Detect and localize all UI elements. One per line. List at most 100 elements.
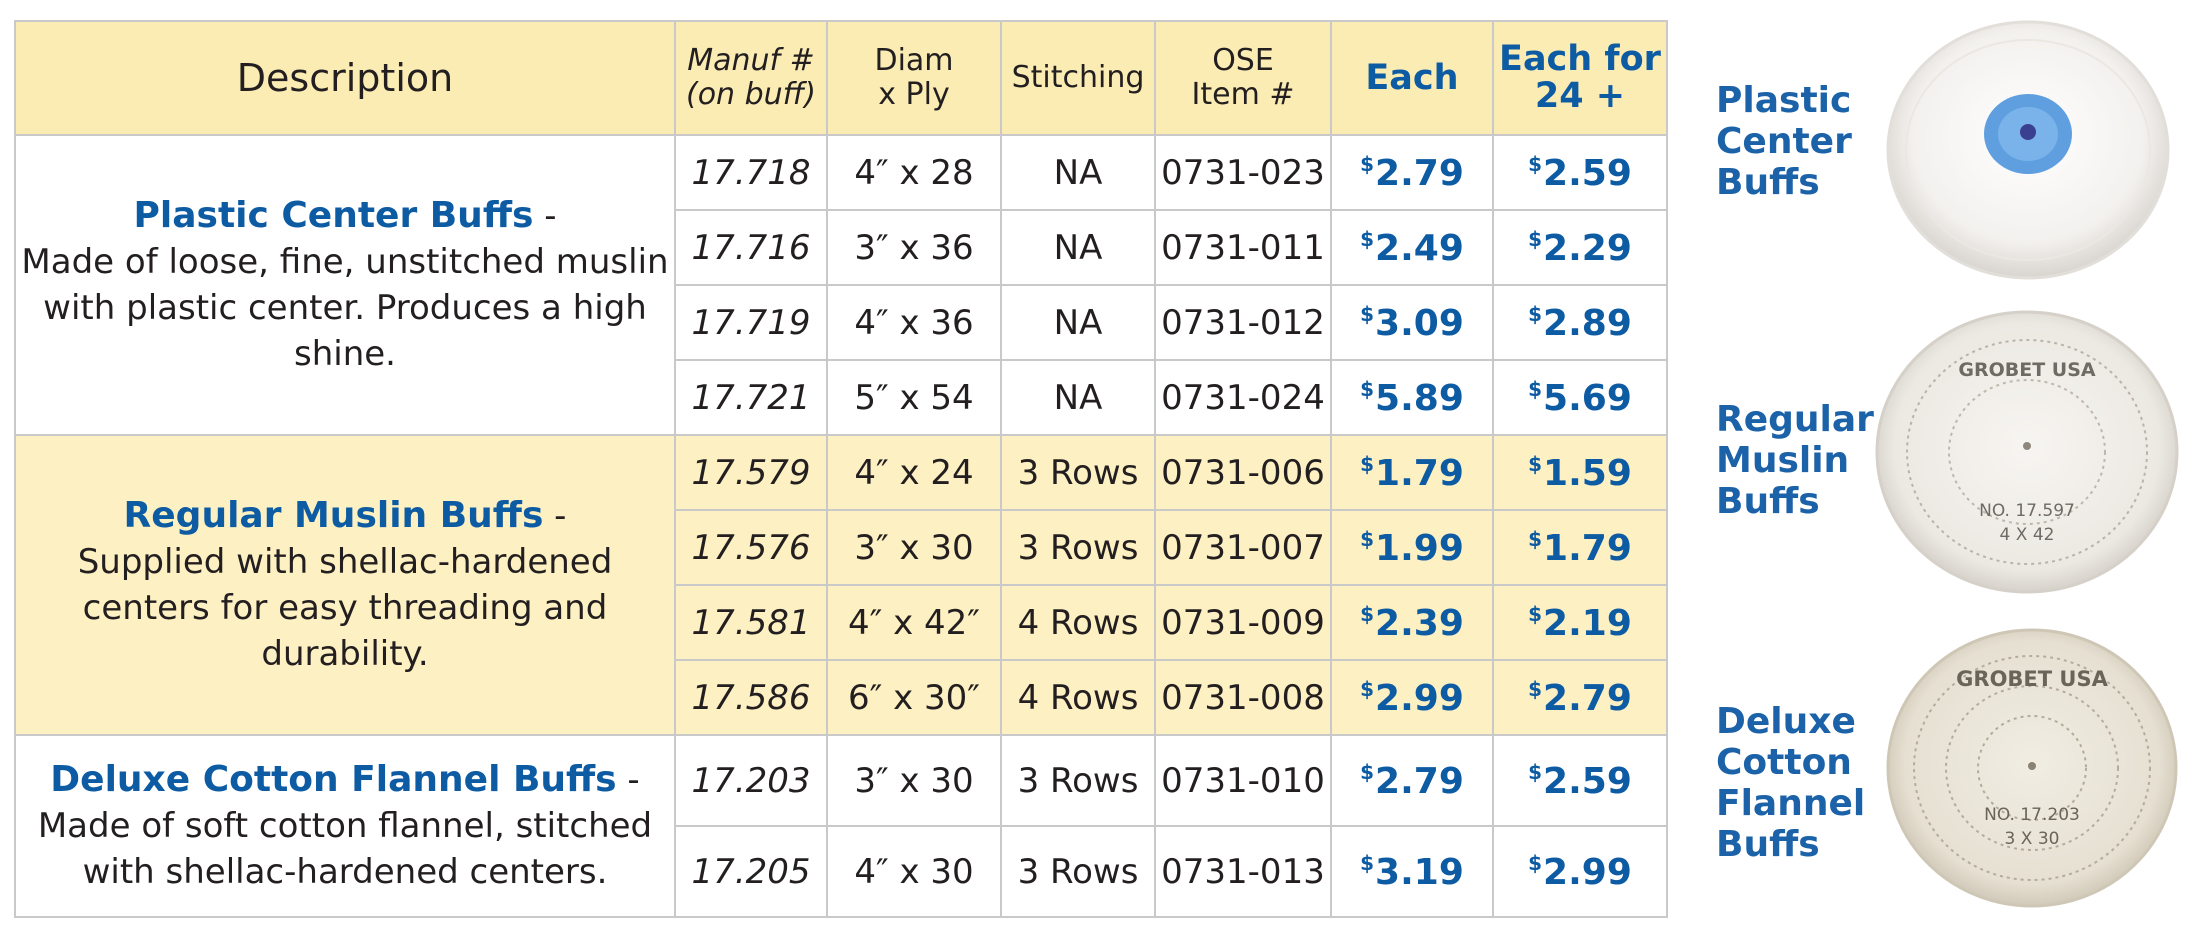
header-description: Description xyxy=(14,20,676,136)
currency-symbol: $ xyxy=(1528,151,1543,176)
price-value: 1.79 xyxy=(1543,527,1632,569)
price-value: 2.39 xyxy=(1375,602,1464,644)
price-each: $1.99 xyxy=(1330,509,1494,586)
stitching: 3 Rows xyxy=(1000,434,1156,511)
table-row: 17.716 3″ x 36 NA 0731-011 $2.49 $2.29 xyxy=(15,209,1668,286)
currency-symbol: $ xyxy=(1528,526,1543,551)
table-body: Plastic Center Buffs - Made of loose, fin… xyxy=(14,134,1668,918)
stitching: 3 Rows xyxy=(1000,825,1156,918)
ose-item-number: 0731-009 xyxy=(1154,584,1332,661)
price-each: $3.09 xyxy=(1330,284,1494,361)
header-diam-line2: x Ply xyxy=(878,77,950,112)
ose-item-number: 0731-012 xyxy=(1154,284,1332,361)
thumb-text: GROBET USA xyxy=(1958,359,2096,381)
product-dash: - xyxy=(533,196,557,236)
table-row: 17.205 4″ x 30 3 Rows 0731-013 $3.19 $2.99 xyxy=(15,825,1668,918)
price-each: $2.99 xyxy=(1330,659,1494,736)
deluxe-cotton-flannel-buff-image: GROBET USA NO. 17.203 3 X 30 xyxy=(1886,628,2178,908)
side-label-line: Buffs xyxy=(1716,824,1820,865)
table-row: 17.581 4″ x 42″ 4 Rows 0731-009 $2.39 $2.19 xyxy=(15,584,1668,661)
side-label-line: Center xyxy=(1716,121,1852,162)
price-value: 2.59 xyxy=(1543,760,1632,802)
header-manuf-line1: Manuf # xyxy=(687,43,815,78)
diameter-ply: 5″ x 54 xyxy=(826,359,1002,436)
price-each-24: $1.79 xyxy=(1492,509,1668,586)
stitching: 3 Rows xyxy=(1000,734,1156,827)
currency-symbol: $ xyxy=(1528,850,1543,875)
thumb-text: GROBET USA xyxy=(1956,667,2108,691)
header-ose-line2: Item # xyxy=(1191,77,1295,112)
diameter-ply: 4″ x 30 xyxy=(826,825,1002,918)
manuf-number: 17.576 xyxy=(674,509,828,586)
manuf-number: 17.586 xyxy=(674,659,828,736)
price-each-24: $2.89 xyxy=(1492,284,1668,361)
diameter-ply: 4″ x 36 xyxy=(826,284,1002,361)
plastic-center-buff-image xyxy=(1886,20,2170,280)
price-value: 1.59 xyxy=(1543,452,1632,494)
manuf-number: 17.203 xyxy=(674,734,828,827)
table-row: 17.576 3″ x 30 3 Rows 0731-007 $1.99 $1.79 xyxy=(15,509,1668,586)
thumb-text: NO. 17.203 xyxy=(1984,805,2080,825)
side-label-regular: Regular Muslin Buffs xyxy=(1716,399,1874,522)
header-manuf-line2: (on buff) xyxy=(685,77,817,112)
product-description: Plastic Center Buffs - Made of loose, fin… xyxy=(14,134,676,436)
currency-symbol: $ xyxy=(1528,451,1543,476)
regular-muslin-buff-image: GROBET USA NO. 17.597 4 X 42 xyxy=(1875,310,2179,594)
side-label-line: Buffs xyxy=(1716,481,1820,522)
header-each-24: Each for 24 + xyxy=(1492,20,1668,136)
header-row: Description Manuf # (on buff) Diam x Ply… xyxy=(14,20,1668,136)
currency-symbol: $ xyxy=(1360,850,1375,875)
price-value: 5.69 xyxy=(1543,377,1632,419)
price-value: 3.09 xyxy=(1375,302,1464,344)
currency-symbol: $ xyxy=(1528,301,1543,326)
side-label-line: Buffs xyxy=(1716,162,1820,203)
stitching: NA xyxy=(1000,284,1156,361)
stitching: NA xyxy=(1000,209,1156,286)
price-value: 2.59 xyxy=(1543,152,1632,194)
price-each-24: $5.69 xyxy=(1492,359,1668,436)
side-label-line: Flannel xyxy=(1716,783,1866,824)
manuf-number: 17.205 xyxy=(674,825,828,918)
header-stitching: Stitching xyxy=(1000,20,1156,136)
manuf-number: 17.581 xyxy=(674,584,828,661)
diameter-ply: 3″ x 30 xyxy=(826,734,1002,827)
price-table: Description Manuf # (on buff) Diam x Ply… xyxy=(14,20,1668,918)
ose-item-number: 0731-007 xyxy=(1154,509,1332,586)
manuf-number: 17.716 xyxy=(674,209,828,286)
price-value: 2.89 xyxy=(1543,302,1632,344)
price-each: $2.79 xyxy=(1330,134,1494,211)
product-desc-text: Supplied with shellac-hardened centers f… xyxy=(77,542,613,674)
stitching: 4 Rows xyxy=(1000,584,1156,661)
manuf-number: 17.719 xyxy=(674,284,828,361)
side-label-line: Plastic xyxy=(1716,80,1852,121)
price-value: 2.49 xyxy=(1375,227,1464,269)
header-each24-line1: Each for xyxy=(1499,39,1661,79)
price-value: 2.99 xyxy=(1375,677,1464,719)
thumb-text: NO. 17.597 xyxy=(1979,501,2075,521)
price-each-24: $2.29 xyxy=(1492,209,1668,286)
diameter-ply: 3″ x 36 xyxy=(826,209,1002,286)
table-row: Regular Muslin Buffs - Supplied with shel… xyxy=(14,434,1668,736)
currency-symbol: $ xyxy=(1528,226,1543,251)
ose-item-number: 0731-013 xyxy=(1154,825,1332,918)
currency-symbol: $ xyxy=(1360,151,1375,176)
stitching: 4 Rows xyxy=(1000,659,1156,736)
currency-symbol: $ xyxy=(1528,601,1543,626)
price-value: 2.19 xyxy=(1543,602,1632,644)
price-value: 2.79 xyxy=(1375,152,1464,194)
price-each-24: $2.59 xyxy=(1492,734,1668,827)
price-value: 1.79 xyxy=(1375,452,1464,494)
manuf-number: 17.579 xyxy=(674,434,828,511)
header-manuf: Manuf # (on buff) xyxy=(674,20,828,136)
side-label-deluxe: Deluxe Cotton Flannel Buffs xyxy=(1716,701,1866,865)
price-each-24: $2.79 xyxy=(1492,659,1668,736)
product-name: Plastic Center Buffs xyxy=(133,195,534,236)
thumb-text: 3 X 30 xyxy=(2005,829,2060,849)
header-diam: Diam x Ply xyxy=(826,20,1002,136)
side-label-line: Deluxe xyxy=(1716,701,1856,742)
product-desc-text: Made of soft cotton flannel, stitched wi… xyxy=(37,806,653,892)
price-value: 2.79 xyxy=(1543,677,1632,719)
price-each: $2.79 xyxy=(1330,734,1494,827)
header-each: Each xyxy=(1330,20,1494,136)
stitching: NA xyxy=(1000,359,1156,436)
